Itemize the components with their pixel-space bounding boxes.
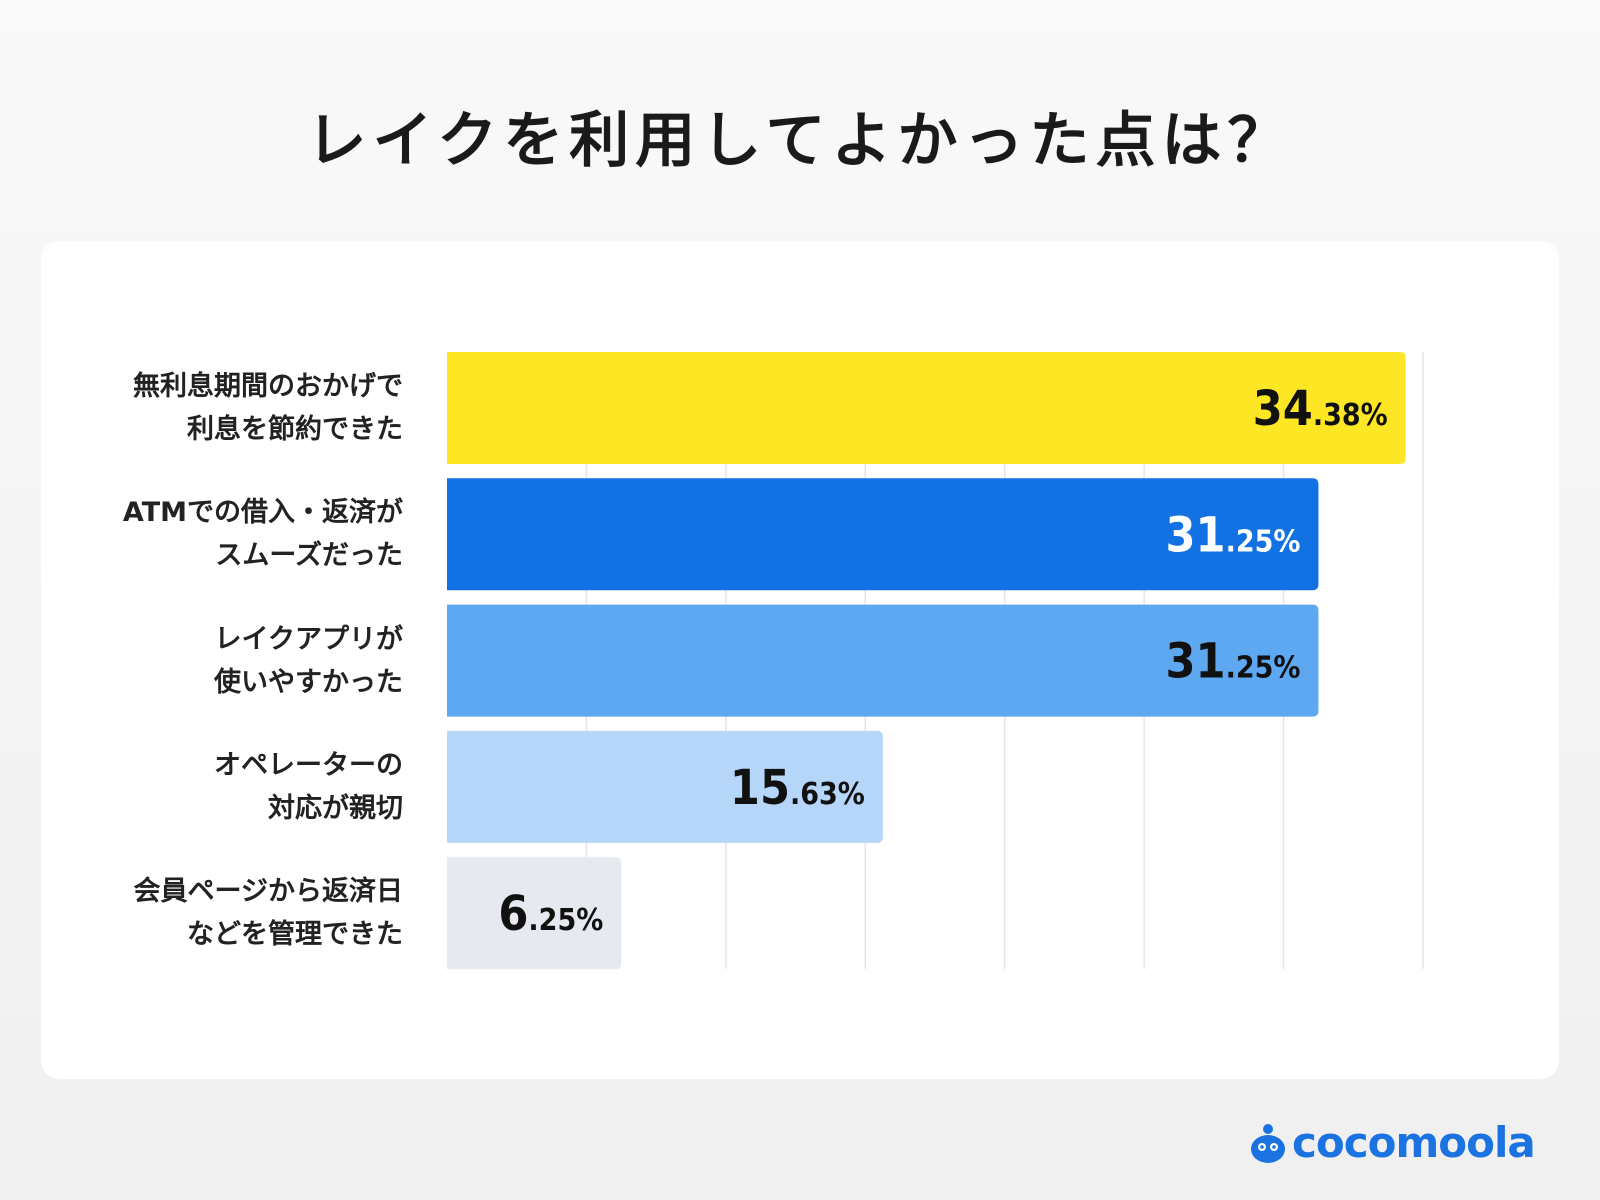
bar bbox=[447, 352, 1406, 464]
category-label: 無利息期間のおかげで 利息を節約できた bbox=[133, 371, 403, 445]
value-label: 34.38% bbox=[1253, 381, 1388, 437]
category-label: 会員ページから返済日 などを管理できた bbox=[133, 876, 403, 951]
mascot-icon bbox=[1251, 1123, 1285, 1163]
bar bbox=[447, 604, 1319, 717]
value-label: 6.25% bbox=[498, 886, 603, 942]
value-label: 15.63% bbox=[730, 760, 865, 816]
brand-name: cocomoola bbox=[1292, 1118, 1536, 1167]
category-label: レイクアプリが 使いやすかった bbox=[214, 623, 403, 698]
cocomoola-logo: cocomoola bbox=[1250, 1118, 1536, 1167]
category-label: ATMでの借入・返済が スムーズだった bbox=[122, 497, 403, 572]
bar bbox=[447, 857, 622, 970]
bar bbox=[447, 730, 883, 843]
chart-title: レイクを利用してよかった点は？ bbox=[306, 106, 1294, 176]
category-label: オペレーターの 対応が親切 bbox=[214, 749, 403, 824]
value-label: 31.25% bbox=[1165, 507, 1300, 563]
bar bbox=[447, 478, 1319, 591]
value-label: 31.25% bbox=[1165, 634, 1300, 690]
